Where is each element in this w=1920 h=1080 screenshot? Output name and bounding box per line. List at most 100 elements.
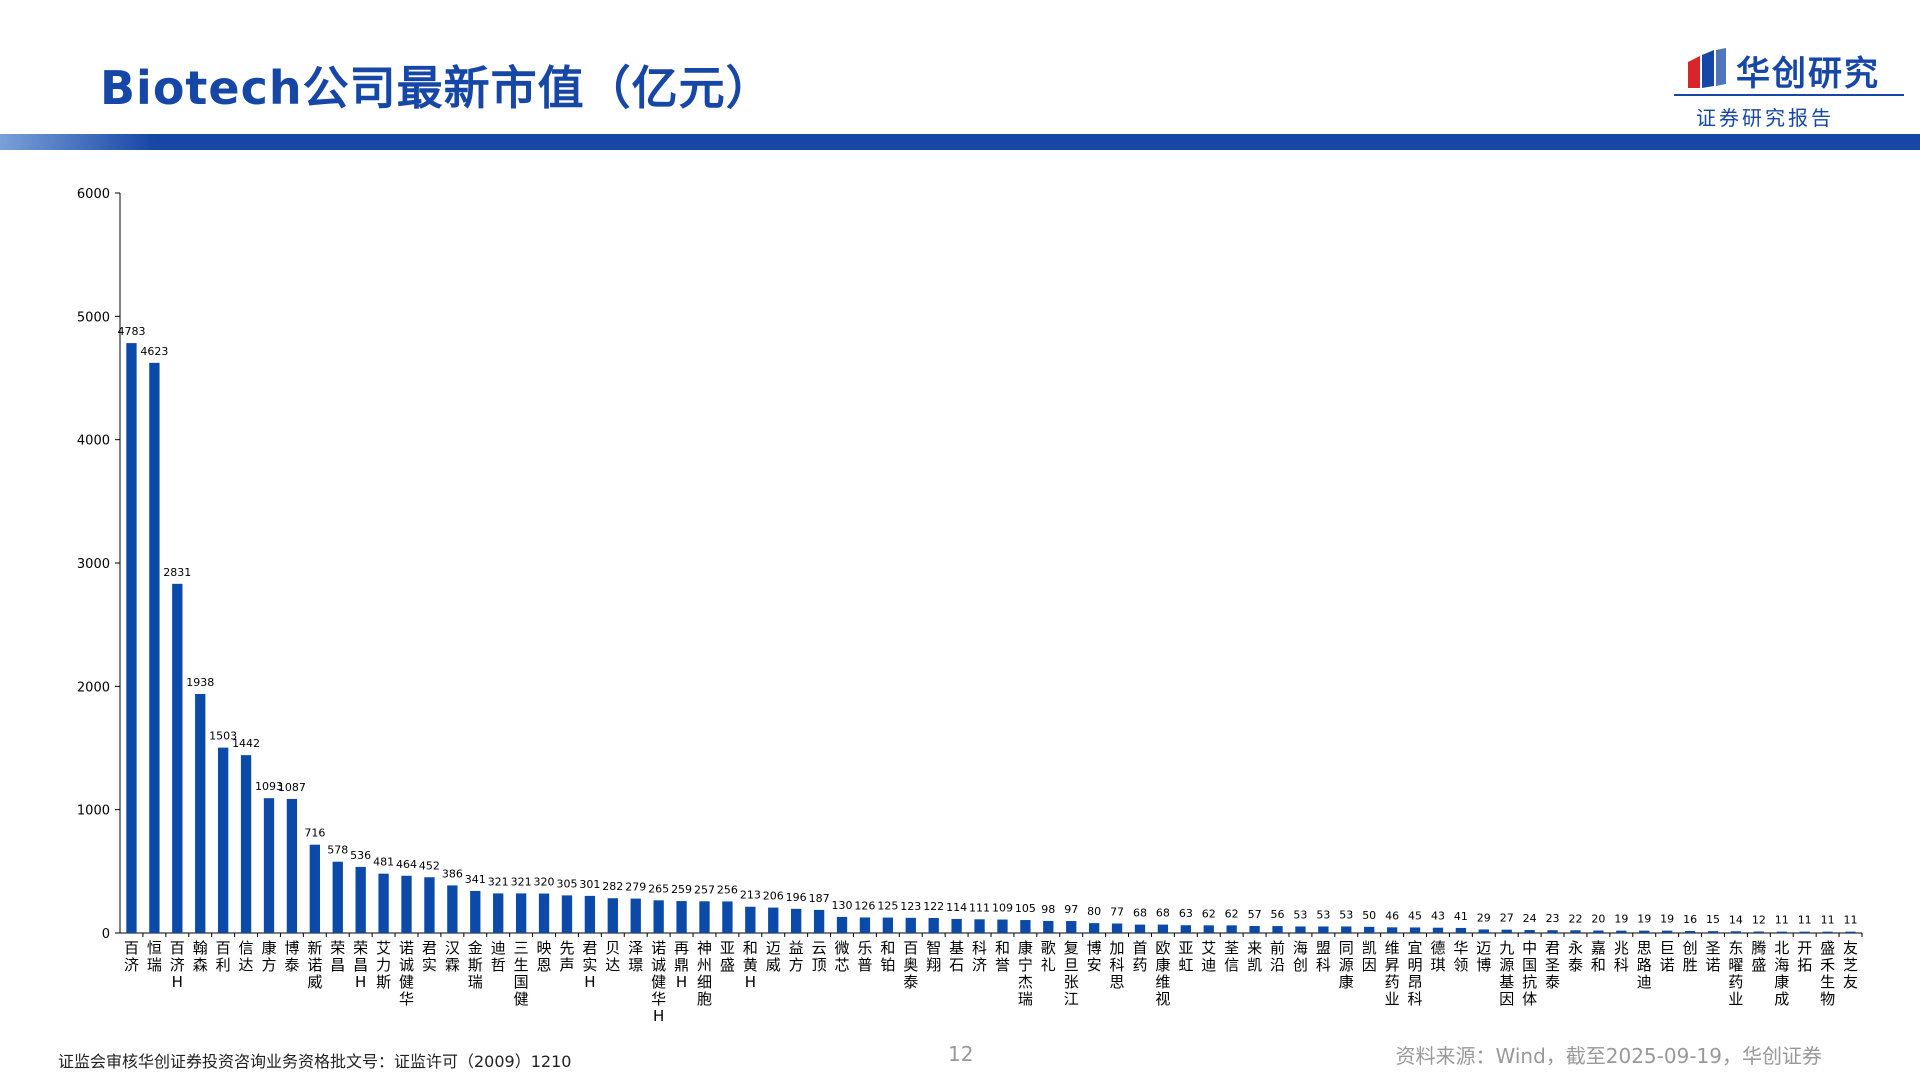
x-tick-label: 康宁杰瑞 (1018, 939, 1033, 1008)
header-band (0, 134, 1920, 150)
x-tick-label: 歌礼 (1041, 939, 1056, 974)
bar (1272, 926, 1283, 933)
bar (1524, 930, 1535, 933)
x-tick-label: 嘉和 (1591, 939, 1606, 974)
x-tick-label: 亚虹 (1178, 939, 1193, 974)
bar (1799, 931, 1810, 933)
bar-value-label: 15 (1706, 913, 1720, 926)
y-tick-label: 0 (102, 927, 110, 942)
x-tick-label: 艾迪 (1201, 939, 1216, 974)
bar-value-label: 41 (1454, 910, 1468, 923)
bar (470, 890, 481, 933)
bar (997, 919, 1008, 933)
bar-value-label: 53 (1293, 908, 1307, 921)
bar (1203, 925, 1214, 933)
bar (813, 909, 825, 933)
bar (1776, 931, 1787, 933)
x-tick-label: 神州细胞 (697, 939, 712, 1008)
brand-logo: 华创研究 证券研究报告 (1674, 44, 1904, 130)
x-tick-label: 巨诺 (1660, 939, 1675, 974)
bar-value-label: 24 (1523, 912, 1537, 925)
bar (1088, 923, 1100, 933)
bar (1684, 931, 1696, 933)
x-tick-label: 微芯 (835, 939, 850, 974)
license-note: 证监会审核华创证券投资咨询业务资格批文号：证监许可（2009）1210 (58, 1052, 572, 1071)
bar-value-label: 105 (1015, 902, 1036, 915)
x-tick-label: 百利 (216, 939, 231, 974)
x-tick-label: 百济 (124, 939, 139, 974)
bar-value-label: 130 (832, 899, 853, 912)
x-tick-label: 博安 (1087, 939, 1102, 974)
bar-value-label: 122 (923, 900, 944, 913)
bar (217, 747, 229, 933)
bar (1386, 927, 1398, 933)
bar (263, 798, 275, 933)
x-tick-label: 首药 (1132, 939, 1147, 974)
x-tick-label: 金斯瑞 (468, 939, 483, 991)
x-tick-label: 复旦张江 (1064, 939, 1079, 1008)
bar (1662, 930, 1673, 933)
bar (561, 895, 573, 933)
x-tick-label: 迪哲 (491, 939, 506, 974)
bar-value-label: 123 (900, 900, 921, 913)
bar (1066, 921, 1077, 933)
bar-value-label: 279 (625, 881, 646, 894)
brand-subtitle: 证券研究报告 (1696, 106, 1834, 130)
bar-value-label: 12 (1752, 914, 1766, 927)
x-tick-label: 恒瑞 (147, 939, 162, 974)
bar (1364, 926, 1375, 933)
x-tick-label: 君实 (422, 939, 437, 974)
bar (630, 898, 641, 933)
bar (859, 917, 871, 933)
bar (768, 907, 779, 933)
bar-value-label: 716 (304, 827, 325, 840)
bar (195, 693, 206, 933)
x-tick-label: 泽璟 (628, 939, 643, 974)
x-tick-label: 君圣泰 (1545, 939, 1560, 991)
bar (1478, 929, 1489, 933)
x-tick-label: 亚盛 (720, 939, 735, 974)
bar-value-label: 62 (1225, 907, 1239, 920)
bar-value-label: 98 (1041, 903, 1055, 916)
x-tick-label: 来凯 (1247, 939, 1262, 974)
x-tick-label: 康方 (261, 939, 276, 974)
source-note: 资料来源：Wind，截至2025-09-19，华创证券 (1395, 1044, 1823, 1068)
x-tick-label: 思路迪 (1637, 939, 1652, 991)
bar (401, 875, 412, 933)
bar (1157, 924, 1169, 933)
bar-value-label: 1087 (278, 781, 306, 794)
y-tick-label: 5000 (77, 310, 110, 325)
bar-value-label: 46 (1385, 909, 1399, 922)
bar-value-label: 77 (1110, 906, 1124, 919)
bar-value-label: 20 (1591, 913, 1605, 926)
x-tick-label: 中国抗体 (1522, 939, 1537, 1008)
bar-value-label: 80 (1087, 905, 1101, 918)
x-tick-label: 诺诚健华 (399, 939, 414, 1008)
bar (928, 917, 939, 933)
x-tick-label: 华领 (1453, 939, 1468, 974)
bar (1822, 931, 1833, 933)
x-tick-label: 东曜药业 (1728, 939, 1743, 1008)
x-tick-label: 盛禾生物 (1820, 939, 1835, 1008)
market-cap-bar-chart: 01000200030004000500060004783百济4623恒瑞283… (77, 187, 1863, 1025)
x-tick-label: 永泰 (1568, 939, 1583, 974)
brand-mark-icon (1688, 48, 1726, 88)
x-tick-label: 百济 H (170, 939, 185, 991)
bar (1639, 930, 1650, 933)
bar-value-label: 11 (1821, 914, 1835, 927)
brand-divider (1674, 94, 1904, 96)
bar (172, 583, 183, 933)
x-tick-label: 腾盛 (1751, 939, 1766, 974)
bar-value-label: 43 (1431, 910, 1445, 923)
x-tick-label: 盟科 (1316, 939, 1331, 974)
bar (676, 901, 687, 933)
bar-value-label: 114 (946, 901, 967, 914)
x-tick-label: 君实 H (582, 939, 597, 991)
bar (1409, 927, 1421, 933)
bar-value-label: 341 (465, 873, 486, 886)
bar-value-label: 11 (1775, 914, 1789, 927)
x-tick-label: 维昇药业 (1385, 939, 1400, 1008)
bar-value-label: 63 (1179, 907, 1193, 920)
x-tick-label: 新诺威 (307, 939, 322, 991)
bar-value-label: 53 (1316, 908, 1330, 921)
